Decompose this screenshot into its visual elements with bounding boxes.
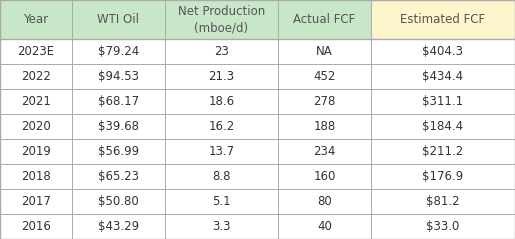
Bar (371, 39, 515, 64)
Bar (165, 139, 278, 164)
Bar (371, 139, 515, 164)
Bar (165, 214, 278, 239)
Bar (0, 39, 72, 64)
Bar (72, 139, 165, 164)
Bar (278, 189, 371, 214)
Bar (72, 164, 165, 189)
Text: NA: NA (316, 45, 333, 58)
Bar (371, 214, 515, 239)
Text: 188: 188 (313, 120, 336, 133)
Text: 13.7: 13.7 (209, 145, 234, 158)
Text: $39.68: $39.68 (98, 120, 139, 133)
Bar (72, 114, 165, 139)
Bar (278, 214, 371, 239)
Bar (72, 64, 165, 89)
Text: $434.4: $434.4 (422, 70, 464, 83)
Text: 8.8: 8.8 (212, 170, 231, 183)
Text: 2019: 2019 (21, 145, 51, 158)
Bar (72, 214, 165, 239)
Bar (371, 189, 515, 214)
Text: 2020: 2020 (21, 120, 51, 133)
Bar (0, 189, 72, 214)
Text: 2016: 2016 (21, 220, 51, 233)
Bar (0, 164, 72, 189)
Text: $33.0: $33.0 (426, 220, 459, 233)
Bar (371, 114, 515, 139)
Text: 234: 234 (313, 145, 336, 158)
Text: $43.29: $43.29 (98, 220, 139, 233)
Bar (72, 0, 165, 39)
Text: Actual FCF: Actual FCF (294, 13, 355, 26)
Text: 18.6: 18.6 (209, 95, 234, 108)
Bar (0, 214, 72, 239)
Bar (371, 89, 515, 114)
Bar (278, 0, 371, 39)
Text: 2018: 2018 (21, 170, 51, 183)
Bar (371, 0, 515, 39)
Bar (0, 139, 72, 164)
Text: $404.3: $404.3 (422, 45, 464, 58)
Text: $65.23: $65.23 (98, 170, 139, 183)
Bar (0, 89, 72, 114)
Bar (278, 89, 371, 114)
Bar (72, 89, 165, 114)
Text: $311.1: $311.1 (422, 95, 464, 108)
Bar (278, 139, 371, 164)
Bar (0, 0, 72, 39)
Text: $176.9: $176.9 (422, 170, 464, 183)
Text: $94.53: $94.53 (98, 70, 139, 83)
Bar (278, 39, 371, 64)
Text: $68.17: $68.17 (98, 95, 139, 108)
Text: 2017: 2017 (21, 195, 51, 208)
Bar (278, 64, 371, 89)
Text: $79.24: $79.24 (98, 45, 139, 58)
Text: WTI Oil: WTI Oil (97, 13, 140, 26)
Text: Net Production
(mboe/d): Net Production (mboe/d) (178, 5, 265, 34)
Text: 2022: 2022 (21, 70, 51, 83)
Text: 21.3: 21.3 (209, 70, 234, 83)
Bar (371, 164, 515, 189)
Text: $56.99: $56.99 (98, 145, 139, 158)
Text: 40: 40 (317, 220, 332, 233)
Bar (165, 189, 278, 214)
Text: 2021: 2021 (21, 95, 51, 108)
Text: $184.4: $184.4 (422, 120, 464, 133)
Bar (165, 164, 278, 189)
Text: $211.2: $211.2 (422, 145, 464, 158)
Text: 23: 23 (214, 45, 229, 58)
Text: 80: 80 (317, 195, 332, 208)
Text: 16.2: 16.2 (209, 120, 234, 133)
Text: Estimated FCF: Estimated FCF (400, 13, 486, 26)
Bar (165, 114, 278, 139)
Bar (278, 114, 371, 139)
Bar (0, 64, 72, 89)
Bar (371, 64, 515, 89)
Text: $81.2: $81.2 (426, 195, 460, 208)
Text: Year: Year (24, 13, 48, 26)
Bar (165, 64, 278, 89)
Bar (72, 39, 165, 64)
Text: 452: 452 (313, 70, 336, 83)
Text: 2023E: 2023E (18, 45, 55, 58)
Bar (0, 114, 72, 139)
Bar (72, 189, 165, 214)
Text: 160: 160 (313, 170, 336, 183)
Text: $50.80: $50.80 (98, 195, 139, 208)
Bar (165, 89, 278, 114)
Text: 5.1: 5.1 (212, 195, 231, 208)
Text: 3.3: 3.3 (212, 220, 231, 233)
Bar (165, 0, 278, 39)
Bar (165, 39, 278, 64)
Text: 278: 278 (313, 95, 336, 108)
Bar (278, 164, 371, 189)
